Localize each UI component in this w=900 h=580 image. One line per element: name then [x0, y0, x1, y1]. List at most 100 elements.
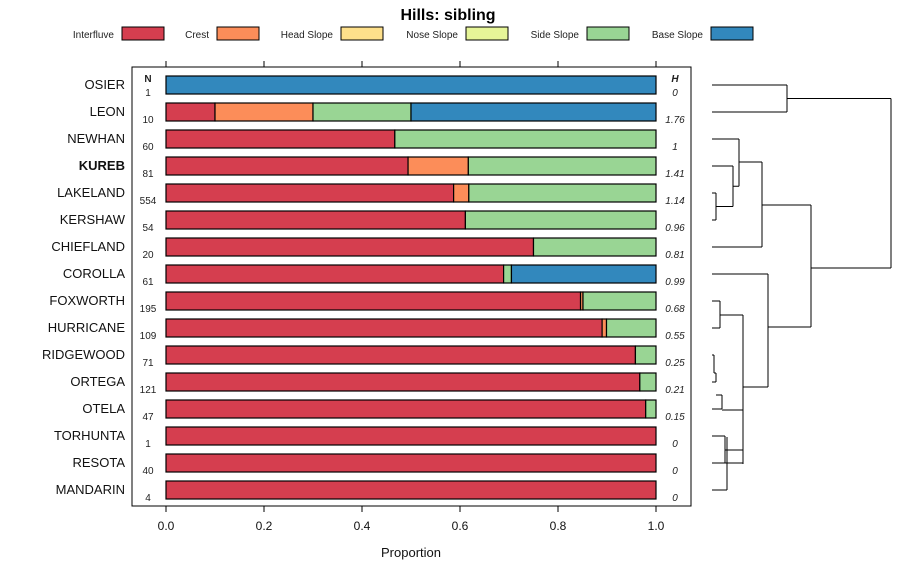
n-value: 121 [140, 385, 157, 396]
x-tick-label: 0.6 [452, 519, 469, 533]
n-value: 10 [142, 115, 154, 126]
bar-segment-crest [601, 318, 608, 338]
h-value: 0.81 [665, 250, 684, 261]
n-value: 554 [140, 196, 157, 207]
x-tick-label: 0.4 [354, 519, 371, 533]
n-value: 60 [142, 142, 154, 153]
bar-row-hurricane: HURRICANE 109 0.55 [48, 318, 685, 342]
h-value: 0.99 [665, 277, 685, 288]
h-value: 0.55 [665, 331, 685, 342]
row-label: LAKELAND [57, 185, 125, 200]
row-label: TORHUNTA [54, 428, 125, 443]
row-label: RIDGEWOOD [42, 347, 125, 362]
h-value: 1.41 [665, 169, 684, 180]
bar-row-osier: OSIER 1 0 [85, 75, 678, 99]
bar-segment-side-slope [312, 102, 412, 122]
n-value: 61 [142, 277, 154, 288]
h-column-header: H [671, 74, 679, 85]
bar-segment-interfluve [165, 264, 505, 284]
row-label: CHIEFLAND [51, 239, 125, 254]
bar-segment-side-slope [605, 318, 657, 338]
bar-segment-interfluve [165, 156, 409, 176]
h-value: 0.15 [665, 412, 685, 423]
bar-segment-side-slope [464, 210, 657, 230]
bar-segment-side-slope [394, 129, 657, 149]
bar-row-foxworth: FOXWORTH 195 0.68 [49, 291, 685, 315]
bar-segment-interfluve [165, 291, 582, 311]
bar-segment-side-slope [645, 399, 657, 419]
bar-segment-side-slope [582, 291, 657, 311]
x-axis: 0.0 0.2 0.4 0.6 0.8 1.0 [158, 61, 665, 533]
bar-segment-interfluve [165, 237, 535, 257]
bar-segment-side-slope [503, 264, 513, 284]
row-label: KUREB [79, 158, 125, 173]
legend-swatch-side-slope [586, 26, 630, 41]
h-value: 0 [672, 439, 678, 450]
row-label: MANDARIN [56, 482, 125, 497]
n-value: 195 [140, 304, 157, 315]
legend-swatch-nose-slope [465, 26, 509, 41]
x-tick-label: 1.0 [648, 519, 665, 533]
bar-row-mandarin: MANDARIN 4 0 [56, 480, 678, 504]
row-label: FOXWORTH [49, 293, 125, 308]
n-value: 109 [140, 331, 157, 342]
bar-segment-base-slope [510, 264, 657, 284]
h-value: 0.68 [665, 304, 685, 315]
bar-segment-interfluve [165, 345, 637, 365]
h-value: 0 [672, 466, 678, 477]
n-value: 71 [142, 358, 154, 369]
bar-segment-crest [214, 102, 314, 122]
row-label: OSIER [85, 77, 125, 92]
bar-row-otela: OTELA 47 0.15 [82, 399, 685, 423]
row-label: HURRICANE [48, 320, 126, 335]
h-value: 0.25 [665, 358, 685, 369]
row-label: NEWHAN [67, 131, 125, 146]
bar-segment-interfluve [165, 129, 396, 149]
bar-segment-crest [407, 156, 469, 176]
legend-swatch-base-slope [710, 26, 754, 41]
bar-row-lakeland: LAKELAND 554 1.14 [57, 183, 685, 207]
row-label: LEON [90, 104, 125, 119]
h-value: 1.76 [665, 115, 685, 126]
bar-segment-side-slope [639, 372, 657, 392]
plot-frame [131, 66, 692, 507]
x-tick-label: 0.2 [256, 519, 273, 533]
bar-row-newhan: NEWHAN 60 1 [67, 129, 678, 153]
h-value: 1 [672, 142, 678, 153]
bar-row-ridgewood: RIDGEWOOD 71 0.25 [42, 345, 685, 369]
row-label: OTELA [82, 401, 125, 416]
n-value: 1 [145, 439, 151, 450]
bar-row-leon: LEON 10 1.76 [90, 102, 685, 126]
n-value: 4 [145, 493, 151, 504]
bar-segment-crest [453, 183, 470, 203]
x-tick-label: 0.0 [158, 519, 175, 533]
bar-segment-interfluve [165, 102, 216, 122]
bar-segment-interfluve [165, 426, 657, 446]
bar-segment-interfluve [165, 318, 603, 338]
bar-row-resota: RESOTA 40 0 [73, 453, 678, 477]
bar-segment-side-slope [634, 345, 657, 365]
bar-row-kershaw: KERSHAW 54 0.96 [60, 210, 685, 234]
n-value: 47 [142, 412, 154, 423]
row-label: KERSHAW [60, 212, 126, 227]
n-value: 54 [142, 223, 154, 234]
bar-segment-base-slope [165, 75, 657, 95]
x-axis-title: Proportion [381, 545, 441, 560]
legend-swatch-crest [216, 26, 260, 41]
bar-segment-side-slope [532, 237, 657, 257]
bar-row-ortega: ORTEGA 121 0.21 [70, 372, 685, 396]
bar-segment-interfluve [165, 183, 455, 203]
n-value: 1 [145, 88, 151, 99]
legend-label-base-slope: Base Slope [652, 30, 704, 41]
row-label: ORTEGA [70, 374, 125, 389]
n-column-header: N [144, 74, 151, 85]
legend-label-nose-slope: Nose Slope [406, 30, 458, 41]
h-value: 0 [672, 493, 678, 504]
bar-row-kureb: KUREB 81 1.41 [79, 156, 685, 180]
bar-segment-interfluve [165, 453, 657, 473]
legend: Interfluve Crest Head Slope Nose Slope Side … [73, 26, 754, 41]
bar-row-torhunta: TORHUNTA 1 0 [54, 426, 678, 450]
bar-segment-side-slope [468, 183, 657, 203]
